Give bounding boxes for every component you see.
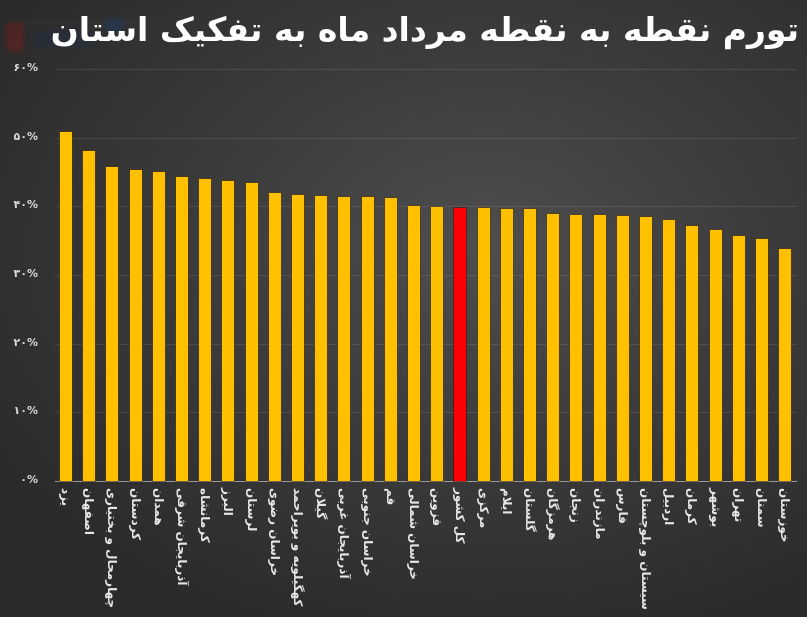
gridline <box>55 69 797 70</box>
x-tick-label: فارس <box>616 488 630 524</box>
x-tick-label: ایلام <box>500 488 514 515</box>
bar-national-total <box>454 208 466 481</box>
bar <box>199 179 211 481</box>
x-tick-label: تهران <box>732 488 746 523</box>
x-tick-label: هرمزگان <box>546 488 560 541</box>
y-tick-label: ۳۰% <box>13 267 38 280</box>
x-axis-line <box>55 481 797 482</box>
bar <box>222 181 234 481</box>
bar <box>106 167 118 481</box>
x-tick-label: لرستان <box>245 488 259 532</box>
y-tick-label: ۰% <box>20 473 38 486</box>
x-tick-label: کل کشور <box>453 488 467 544</box>
x-tick-label: خراسان شمالی <box>407 488 421 580</box>
x-tick-label: سیستان و بلوچستان <box>639 488 653 610</box>
bar <box>431 207 443 481</box>
bar <box>338 197 350 481</box>
bar <box>570 215 582 481</box>
bar <box>246 183 258 481</box>
x-tick-label: کردستان <box>129 488 143 541</box>
x-tick-label: سمنان <box>755 488 769 528</box>
x-tick-label: البرز <box>221 488 235 516</box>
y-tick-label: ۶۰% <box>13 61 38 74</box>
gridline <box>55 412 797 413</box>
x-tick-label: گلستان <box>523 488 537 532</box>
bar <box>663 220 675 481</box>
y-tick-label: ۲۰% <box>13 336 38 349</box>
x-tick-label: همدان <box>152 488 166 526</box>
x-tick-label: بوشهر <box>709 488 723 528</box>
x-tick-label: مازندران <box>593 488 607 540</box>
x-tick-label: یزد <box>59 488 73 507</box>
x-tick-label: کهگیلویه و بویراحمد <box>291 488 305 607</box>
x-tick-label: قزوین <box>430 488 444 527</box>
x-tick-label: خوزستان <box>778 488 792 543</box>
bar <box>779 249 791 481</box>
bar <box>292 195 304 481</box>
bar <box>269 193 281 481</box>
x-tick-label: کرمان <box>685 488 699 525</box>
bar <box>385 198 397 481</box>
y-tick-label: ۴۰% <box>13 198 38 211</box>
bar <box>733 236 745 481</box>
bar <box>617 216 629 481</box>
x-tick-label: اصفهان <box>82 488 96 536</box>
bar <box>408 206 420 481</box>
chart-title: تورم نقطه به نقطه مرداد ماه به تفکیک است… <box>50 10 799 49</box>
x-tick-label: آذربایجان شرقی <box>175 488 189 586</box>
x-tick-label: مرکزی <box>477 488 491 529</box>
x-tick-label: خراسان رضوی <box>268 488 282 576</box>
gridline <box>55 275 797 276</box>
y-tick-label: ۱۰% <box>13 404 38 417</box>
bar <box>315 196 327 481</box>
x-tick-label: چهارمحال و بختیاری <box>105 488 119 609</box>
bar <box>640 217 652 481</box>
bar <box>478 208 490 481</box>
gridline <box>55 344 797 345</box>
bar <box>153 172 165 481</box>
x-tick-label: کرمانشاه <box>198 488 212 543</box>
bar <box>686 226 698 481</box>
y-tick-label: ۵۰% <box>13 130 38 143</box>
x-tick-label: اردبیل <box>662 488 676 526</box>
x-tick-label: خراسان جنوبی <box>361 488 375 577</box>
bar <box>756 239 768 481</box>
bar <box>60 132 72 481</box>
x-tick-label: گیلان <box>314 488 328 520</box>
bar <box>710 230 722 481</box>
bar <box>176 177 188 481</box>
gridline <box>55 138 797 139</box>
bar <box>524 209 536 481</box>
bar <box>83 151 95 481</box>
bar <box>130 170 142 481</box>
watermark-logo <box>4 16 154 58</box>
bar <box>501 209 513 481</box>
x-tick-label: قم <box>384 488 398 506</box>
gridline <box>55 206 797 207</box>
bar <box>594 215 606 481</box>
bar <box>547 214 559 481</box>
bar <box>362 197 374 481</box>
x-tick-label: زنجان <box>569 488 583 523</box>
x-tick-label: آذربایجان غربی <box>337 488 351 579</box>
